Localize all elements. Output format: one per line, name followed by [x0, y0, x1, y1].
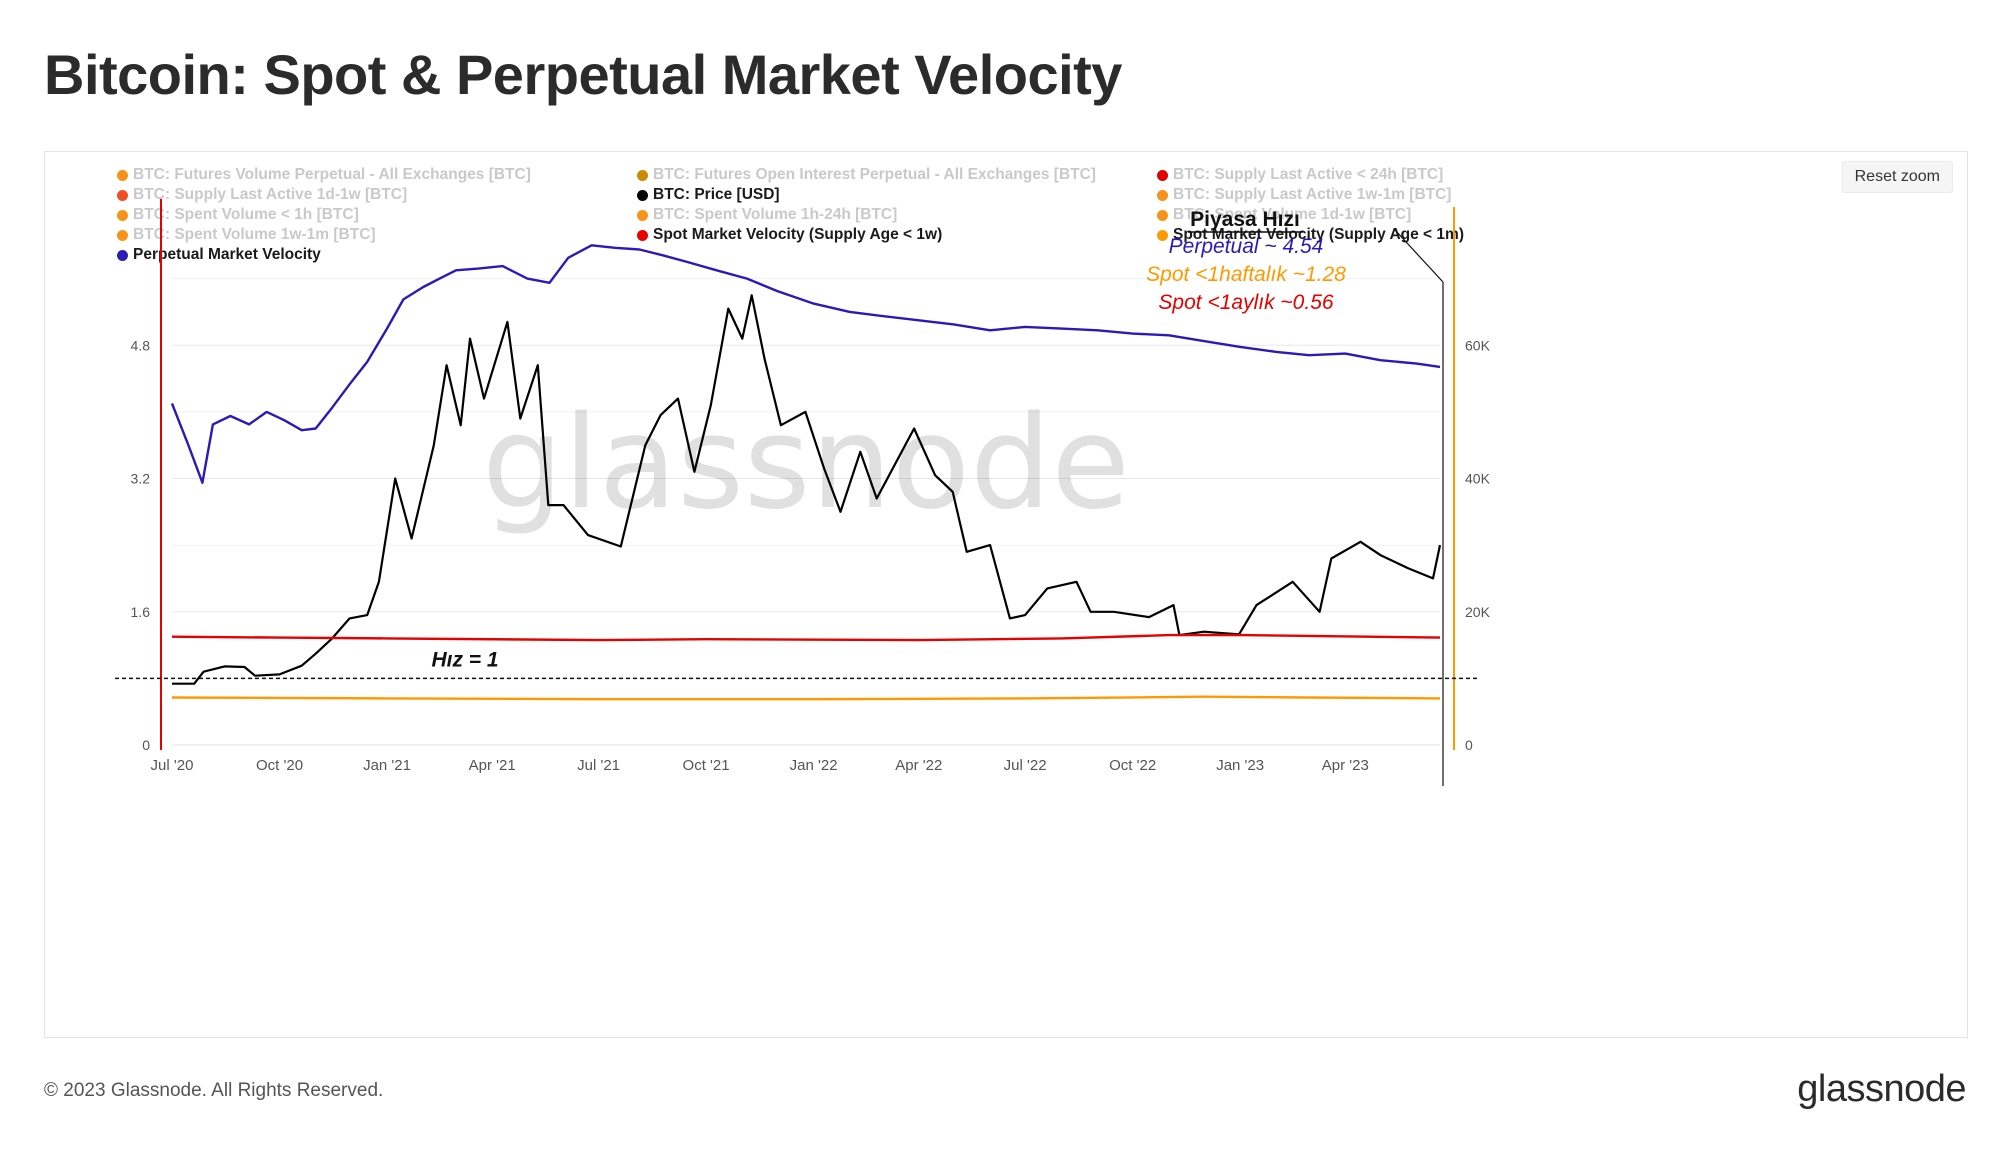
glassnode-logo[interactable]: glassnode	[1797, 1068, 1966, 1110]
legend-item[interactable]: BTC: Spent Volume 1w-1m [BTC]	[117, 226, 376, 244]
legend-label: Spot Market Velocity (Supply Age < 1w)	[653, 226, 943, 243]
x-tick-label: Jul '20	[151, 757, 194, 774]
legend-label: BTC: Supply Last Active 1d-1w [BTC]	[133, 186, 408, 203]
legend-label: BTC: Spent Volume 1h-24h [BTC]	[653, 206, 898, 223]
x-tick-label: Apr '23	[1322, 757, 1369, 774]
x-tick-label: Oct '20	[256, 757, 303, 774]
legend-dot-icon	[117, 229, 128, 241]
legend-item[interactable]: BTC: Futures Volume Perpetual - All Exch…	[117, 166, 531, 184]
legend-dot-icon	[117, 189, 128, 201]
legend-label: BTC: Spent Volume < 1h [BTC]	[133, 206, 359, 223]
y-right-tick-label: 60K	[1465, 337, 1491, 353]
legend-item[interactable]: BTC: Supply Last Active 1w-1m [BTC]	[1157, 186, 1451, 204]
x-tick-label: Oct '21	[683, 757, 730, 774]
annotation-title: Piyasa Hızı	[1190, 208, 1300, 231]
legend-label: BTC: Supply Last Active 1w-1m [BTC]	[1173, 186, 1452, 203]
legend-dot-icon	[637, 189, 648, 201]
annotation-spot-1m: Spot <1aylık ~0.56	[1158, 291, 1333, 314]
legend-item[interactable]: BTC: Spent Volume 1d-1w [BTC]	[1157, 206, 1411, 224]
annotation-pointer	[1394, 229, 1444, 283]
y-right-tick-label: 40K	[1465, 471, 1491, 487]
legend-item[interactable]: BTC: Futures Open Interest Perpetual - A…	[637, 166, 1096, 184]
reset-zoom-button[interactable]: Reset zoom	[1841, 161, 1953, 193]
x-tick-label: Jul '22	[1004, 757, 1047, 774]
legend-label: Perpetual Market Velocity	[133, 246, 321, 263]
legend-label: BTC: Futures Open Interest Perpetual - A…	[653, 166, 1096, 183]
reference-line-label: Hız = 1	[431, 648, 498, 671]
legend-dot-icon	[117, 169, 128, 181]
x-tick-label: Jan '22	[790, 757, 838, 774]
legend-dot-icon	[1157, 169, 1168, 181]
series-line	[170, 244, 1441, 484]
chart-plot: 0 1.6 3.2 4.8 0 20K 40K 60K Jul '20 Oct '20 Jan '2…	[115, 199, 1491, 786]
legend-item[interactable]: BTC: Supply Last Active 1d-1w [BTC]	[117, 186, 407, 204]
series-line	[171, 633, 1441, 642]
legend-label: BTC: Supply Last Active < 24h [BTC]	[1173, 166, 1444, 183]
legend-item[interactable]: Perpetual Market Velocity	[117, 246, 321, 264]
y-left-tick-label: 4.8	[131, 337, 151, 353]
y-left-tick-label: 3.2	[131, 471, 151, 487]
series-line	[171, 695, 1441, 701]
legend-dot-icon	[637, 209, 648, 221]
y-left-tick-label: 0	[142, 737, 150, 753]
legend-item[interactable]: BTC: Supply Last Active < 24h [BTC]	[1157, 166, 1443, 184]
legend-label: BTC: Price [USD]	[653, 186, 780, 203]
x-tick-label: Jul '21	[577, 757, 620, 774]
annotation-spot-1w: Spot <1haftalık ~1.28	[1146, 263, 1346, 286]
y-right-tick-label: 20K	[1465, 604, 1491, 620]
y-left-tick-label: 1.6	[131, 604, 151, 620]
legend-dot-icon	[117, 249, 128, 261]
legend-dot-icon	[637, 169, 648, 181]
legend-item[interactable]: BTC: Price [USD]	[637, 186, 780, 204]
chart-container: Reset zoom BTC: Futures Volume Perpetual…	[44, 151, 1968, 1038]
legend-label: BTC: Spent Volume 1d-1w [BTC]	[1173, 206, 1412, 223]
x-tick-label: Apr '21	[469, 757, 516, 774]
legend-item[interactable]: Spot Market Velocity (Supply Age < 1w)	[637, 226, 942, 244]
legend-dot-icon	[1157, 209, 1168, 221]
x-tick-label: Apr '22	[895, 757, 942, 774]
y-right-tick-label: 0	[1465, 737, 1473, 753]
legend-label: Spot Market Velocity (Supply Age < 1m)	[1173, 226, 1464, 243]
copyright-text: © 2023 Glassnode. All Rights Reserved.	[44, 1080, 384, 1101]
legend-item[interactable]: BTC: Spent Volume < 1h [BTC]	[117, 206, 359, 224]
legend-label: BTC: Futures Volume Perpetual - All Exch…	[133, 166, 531, 183]
legend-dot-icon	[117, 209, 128, 221]
legend-item[interactable]: Spot Market Velocity (Supply Age < 1m)	[1157, 226, 1464, 244]
x-tick-label: Jan '23	[1216, 757, 1264, 774]
legend-label: BTC: Spent Volume 1w-1m [BTC]	[133, 226, 376, 243]
legend-item[interactable]: BTC: Spent Volume 1h-24h [BTC]	[637, 206, 897, 224]
legend-dot-icon	[1157, 189, 1168, 201]
legend-dot-icon	[1157, 229, 1168, 241]
annotation-perpetual: Perpetual ~ 4.54	[1169, 235, 1324, 258]
page-title: Bitcoin: Spot & Perpetual Market Velocit…	[44, 43, 1122, 106]
legend-dot-icon	[637, 229, 648, 241]
x-tick-label: Oct '22	[1109, 757, 1156, 774]
x-tick-label: Jan '21	[363, 757, 411, 774]
